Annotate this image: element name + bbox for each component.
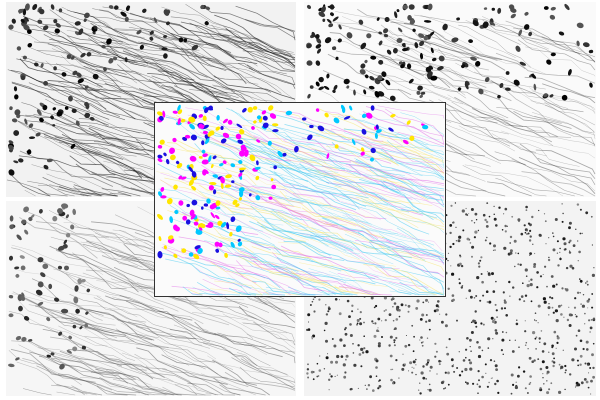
merged-micrograph xyxy=(156,104,445,296)
merged-overlay-image xyxy=(154,102,446,297)
micrograph-panel-bottom-left xyxy=(6,201,296,396)
micrograph-image xyxy=(306,3,596,197)
